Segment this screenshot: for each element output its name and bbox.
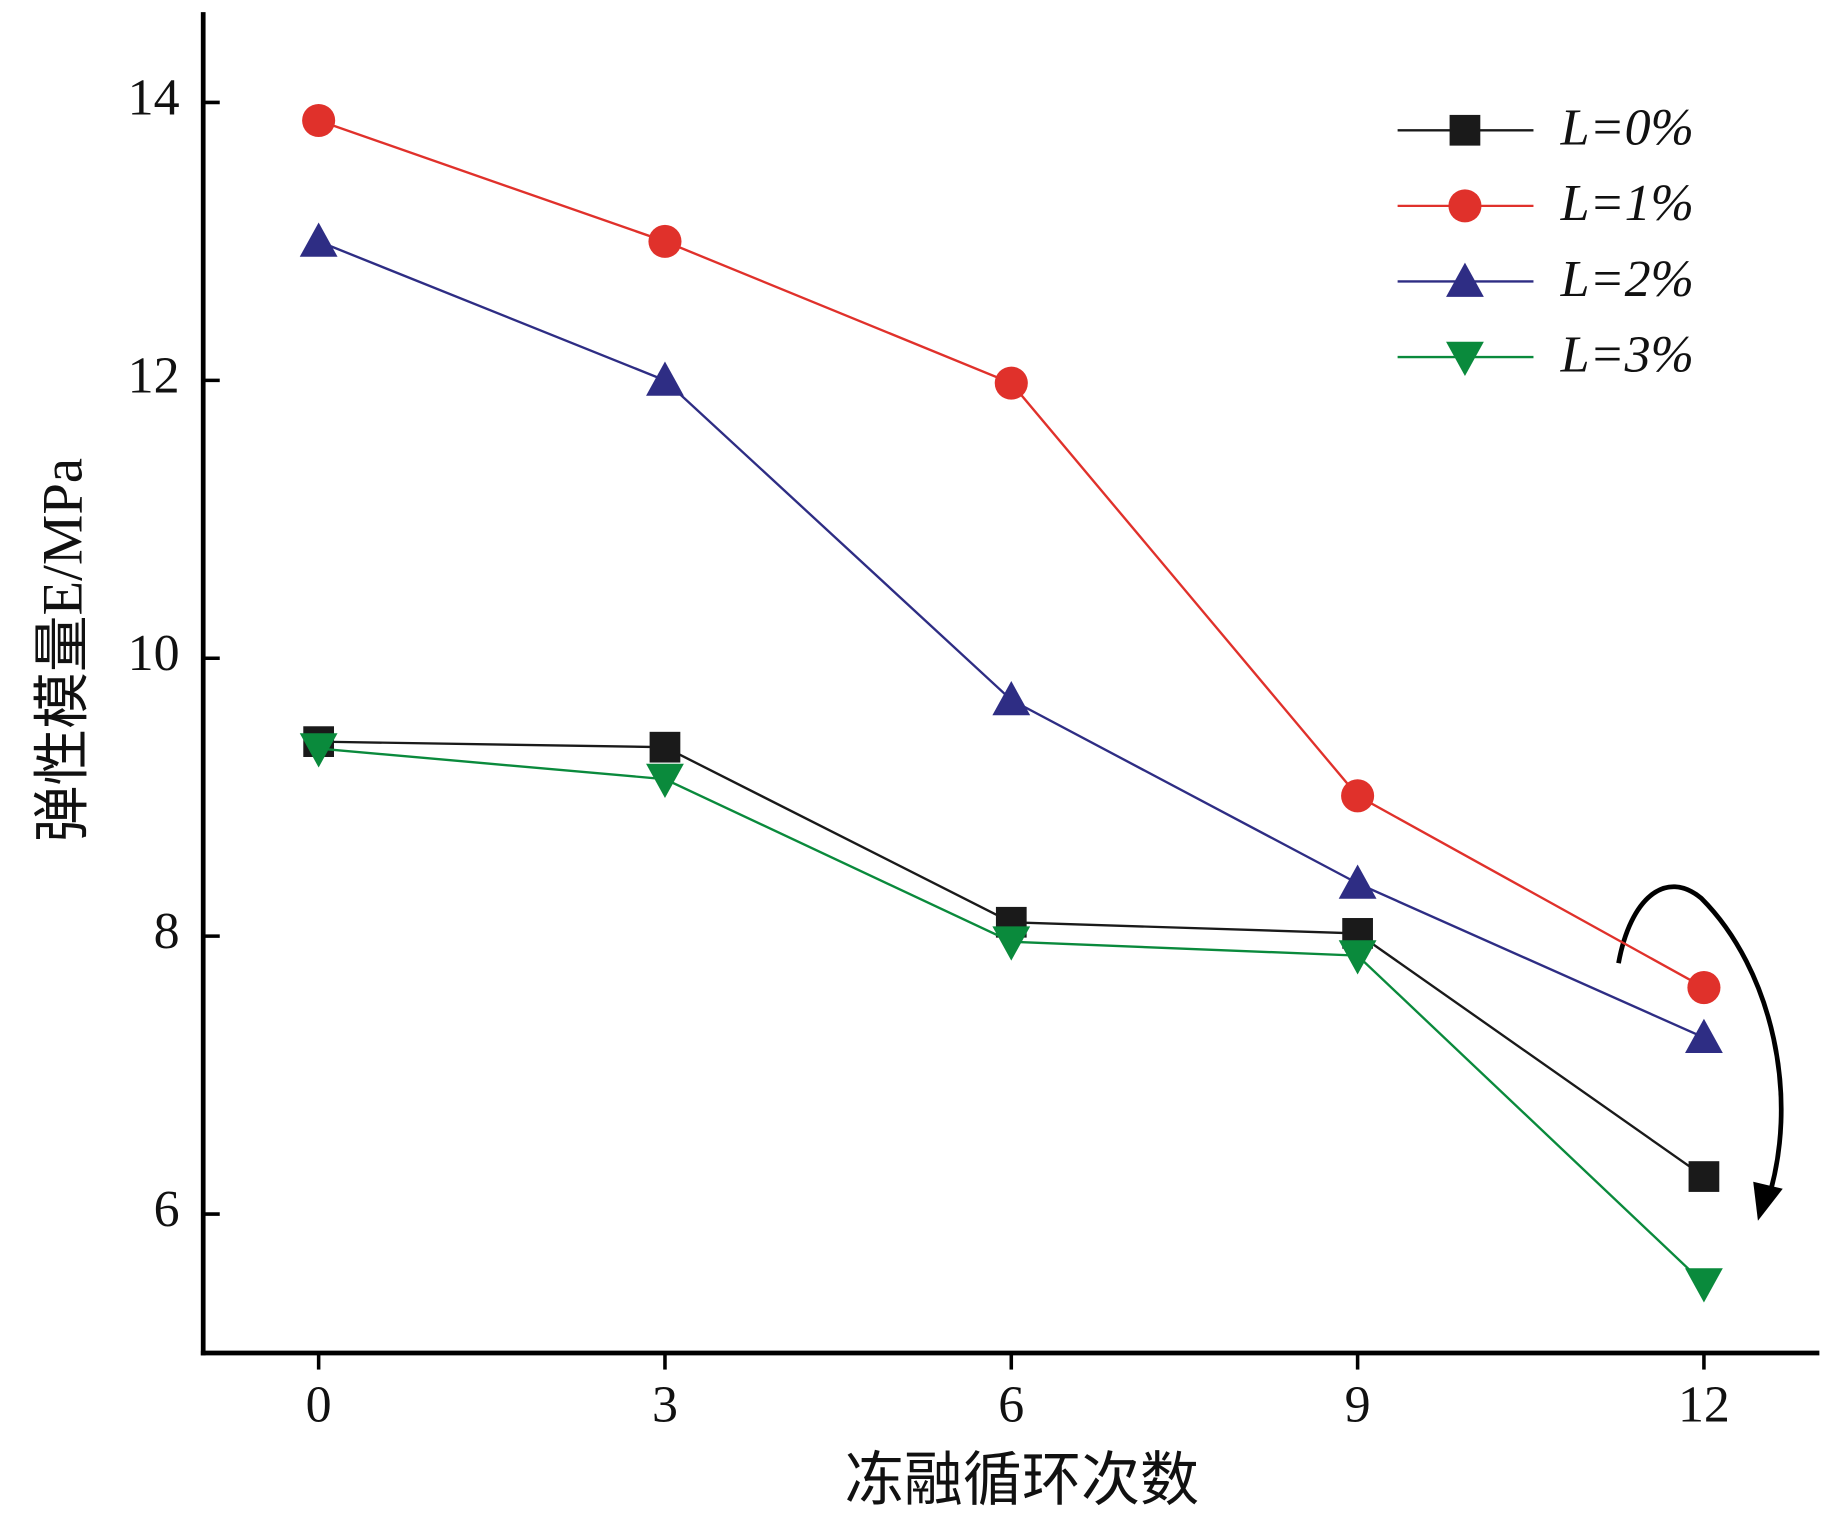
series-line — [318, 119, 1705, 989]
x-tick-label: 6 — [998, 1377, 1024, 1434]
data-point — [1685, 1018, 1723, 1053]
data-point — [994, 366, 1028, 400]
legend-marker — [1449, 114, 1481, 146]
legend-label: L=1% — [1560, 175, 1694, 232]
data-point — [992, 926, 1031, 961]
x-tick-label: 0 — [306, 1377, 332, 1434]
data-point — [1688, 1161, 1720, 1192]
series-line — [318, 747, 1705, 1285]
data-point — [1341, 779, 1375, 813]
annotation-arrow — [1616, 884, 1784, 1207]
x-axis-label: 冻融循环次数 — [845, 1447, 1199, 1513]
data-point — [992, 681, 1031, 716]
legend-label: L=0% — [1560, 100, 1694, 157]
data-point — [646, 361, 684, 396]
legend-label: L=3% — [1560, 326, 1694, 383]
data-point — [649, 731, 681, 763]
data-point — [299, 733, 338, 768]
y-tick-label: 6 — [154, 1181, 180, 1238]
data-point — [302, 103, 336, 138]
y-tick-label: 8 — [154, 903, 180, 960]
data-point — [1338, 940, 1377, 975]
data-point — [299, 222, 338, 257]
data-point — [1685, 1268, 1723, 1303]
x-tick-label: 3 — [652, 1377, 678, 1434]
x-tick-label: 9 — [1345, 1377, 1371, 1434]
data-point — [1687, 971, 1721, 1005]
x-tick-label: 12 — [1678, 1377, 1730, 1434]
legend-marker — [1446, 341, 1484, 376]
legend-label: L=2% — [1560, 251, 1694, 308]
legend-marker — [1446, 262, 1484, 297]
legend-marker — [1448, 189, 1482, 223]
data-point — [648, 224, 682, 258]
y-axis-label: 弹性模量E/MPa — [32, 458, 95, 842]
y-tick-label: 12 — [128, 347, 180, 404]
arrow-head — [1753, 1181, 1783, 1221]
data-point — [646, 763, 684, 799]
y-tick-label: 14 — [128, 69, 180, 126]
data-point — [1338, 864, 1377, 899]
y-tick-label: 10 — [128, 625, 180, 682]
